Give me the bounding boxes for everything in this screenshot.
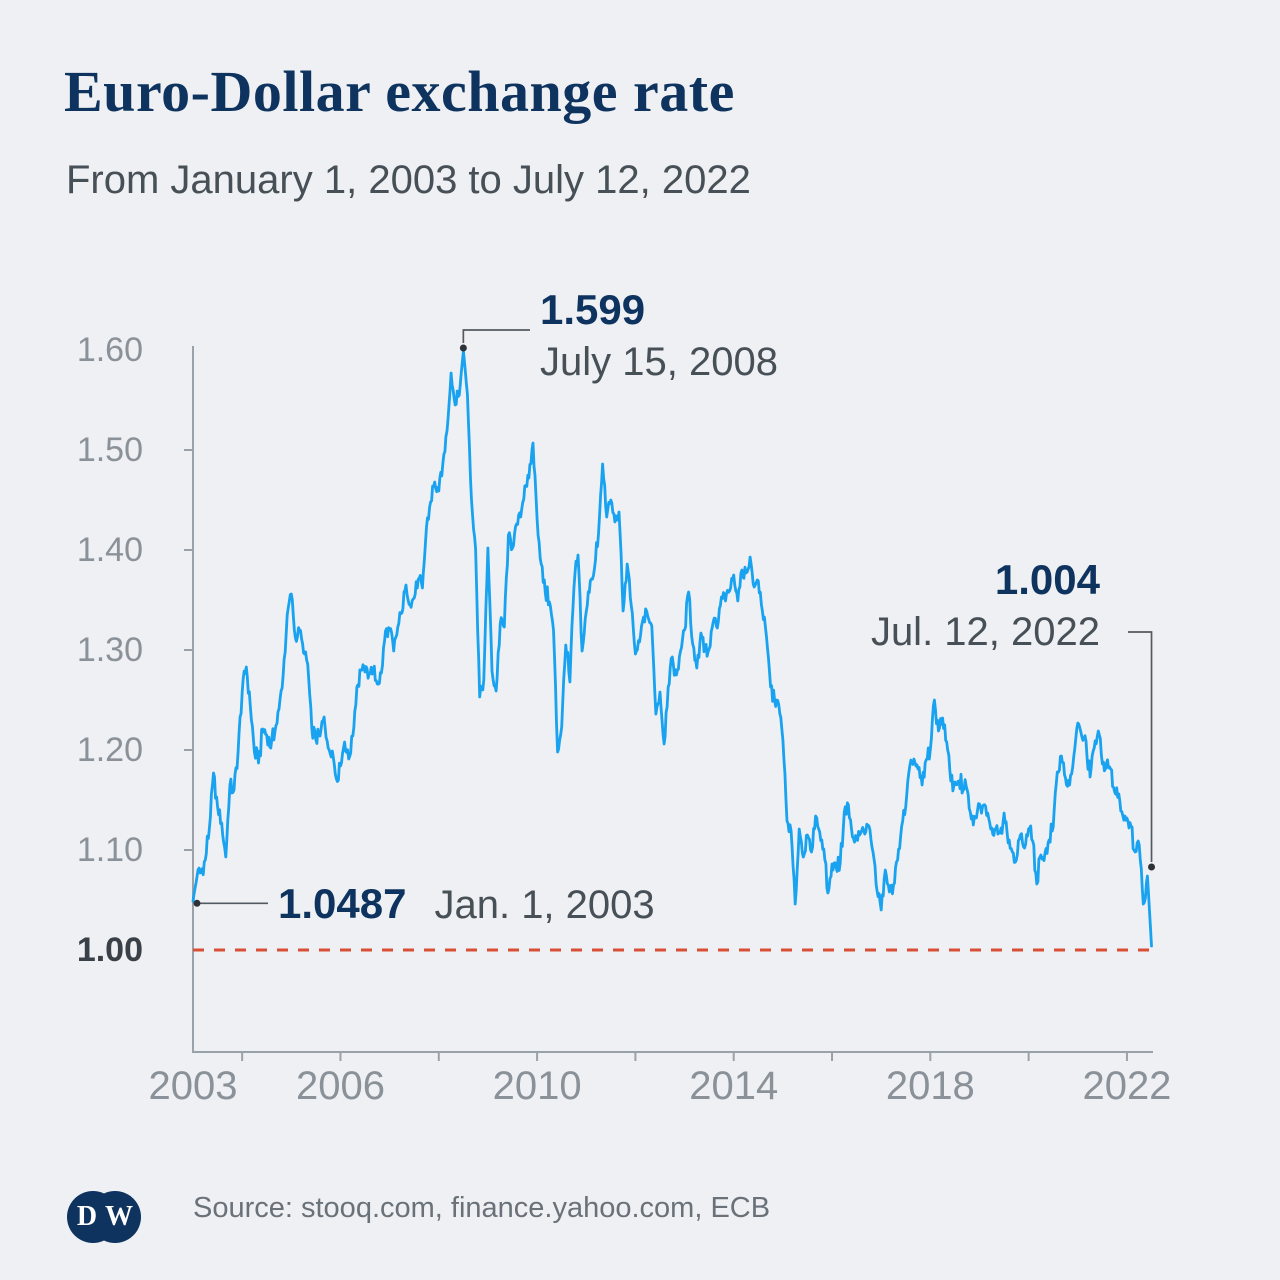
- dw-logo-letter-d: D: [76, 1201, 98, 1232]
- x-axis-label: 2022: [1082, 1064, 1172, 1108]
- page-title: Euro-Dollar exchange rate: [64, 59, 735, 124]
- annotation-connectors: [193, 329, 1156, 907]
- chart-axes: [184, 346, 1153, 1061]
- peak-annotation-date: July 15, 2008: [540, 340, 778, 384]
- y-axis-label: 1.60: [76, 331, 143, 369]
- y-axis-label: 1.50: [76, 431, 143, 469]
- y-axis-label: 1.40: [76, 531, 143, 569]
- end-annotation-date: Jul. 12, 2022: [870, 610, 1100, 654]
- x-axis-label: 2003: [148, 1064, 238, 1108]
- eur-usd-line-series: [191, 349, 1153, 948]
- x-axis-label: 2010: [492, 1064, 582, 1108]
- dw-logo-right-circle: [89, 1191, 141, 1243]
- dw-logo: D W: [67, 1191, 141, 1243]
- end-annotation-value: 1.004: [994, 556, 1100, 603]
- y-axis-label: 1.10: [76, 831, 143, 869]
- peak-annotation-value: 1.599: [540, 286, 646, 333]
- x-axis-label: 2018: [885, 1064, 975, 1108]
- y-axis-label: 1.00: [76, 931, 143, 969]
- y-axis-label: 1.20: [76, 731, 143, 769]
- start-annotation: 1.0487 Jan. 1, 2003: [278, 880, 655, 928]
- dw-logo-letter-w: W: [105, 1201, 133, 1232]
- start-annotation-date: Jan. 1, 2003: [434, 883, 655, 927]
- date-range-subtitle: From January 1, 2003 to July 12, 2022: [66, 158, 751, 202]
- source-attribution: Source: stooq.com, finance.yahoo.com, EC…: [193, 1192, 771, 1224]
- start-annotation-value: 1.0487: [278, 880, 407, 927]
- x-axis-label: 2014: [689, 1064, 779, 1108]
- x-axis-label: 2006: [295, 1064, 385, 1108]
- y-axis-label: 1.30: [76, 631, 143, 669]
